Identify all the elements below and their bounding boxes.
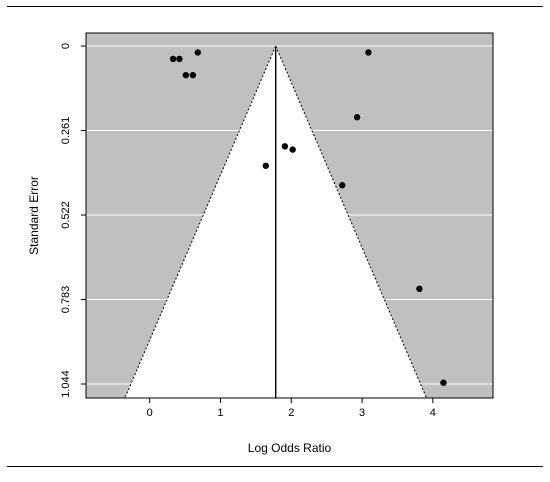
x-axis: 0 1 2 3 4 <box>147 398 436 419</box>
x-axis-label: Log Odds Ratio <box>248 441 332 455</box>
data-point-2 <box>194 49 202 56</box>
data-point-11 <box>416 285 423 293</box>
y-tick-label-4: 1.044 <box>60 370 72 398</box>
data-point-1 <box>176 55 183 63</box>
data-point-5 <box>365 49 372 56</box>
y-tick-label-2: 0.522 <box>60 201 72 229</box>
data-point-10 <box>339 182 346 189</box>
x-tick-label-2: 2 <box>288 407 294 419</box>
y-axis-label: Standard Error <box>27 176 41 255</box>
data-points <box>169 49 447 386</box>
data-point-12 <box>440 379 447 386</box>
data-point-9 <box>262 162 269 169</box>
data-point-3 <box>182 71 190 79</box>
data-point-0 <box>169 55 177 63</box>
bottom-rule <box>7 466 543 467</box>
y-axis: 0 0.261 0.522 0.783 1.044 <box>60 43 86 398</box>
data-point-4 <box>189 71 197 79</box>
y-tick-label-1: 0.261 <box>60 117 72 145</box>
data-point-8 <box>289 146 296 153</box>
x-tick-label-0: 0 <box>147 407 153 419</box>
x-tick-label-3: 3 <box>359 407 365 419</box>
y-tick-label-3: 0.783 <box>60 286 72 314</box>
top-rule <box>7 6 543 7</box>
data-point-6 <box>353 114 361 121</box>
data-point-7 <box>281 143 289 150</box>
y-tick-label-0: 0 <box>60 43 72 49</box>
x-tick-label-1: 1 <box>217 407 223 419</box>
x-tick-label-4: 4 <box>430 407 436 419</box>
